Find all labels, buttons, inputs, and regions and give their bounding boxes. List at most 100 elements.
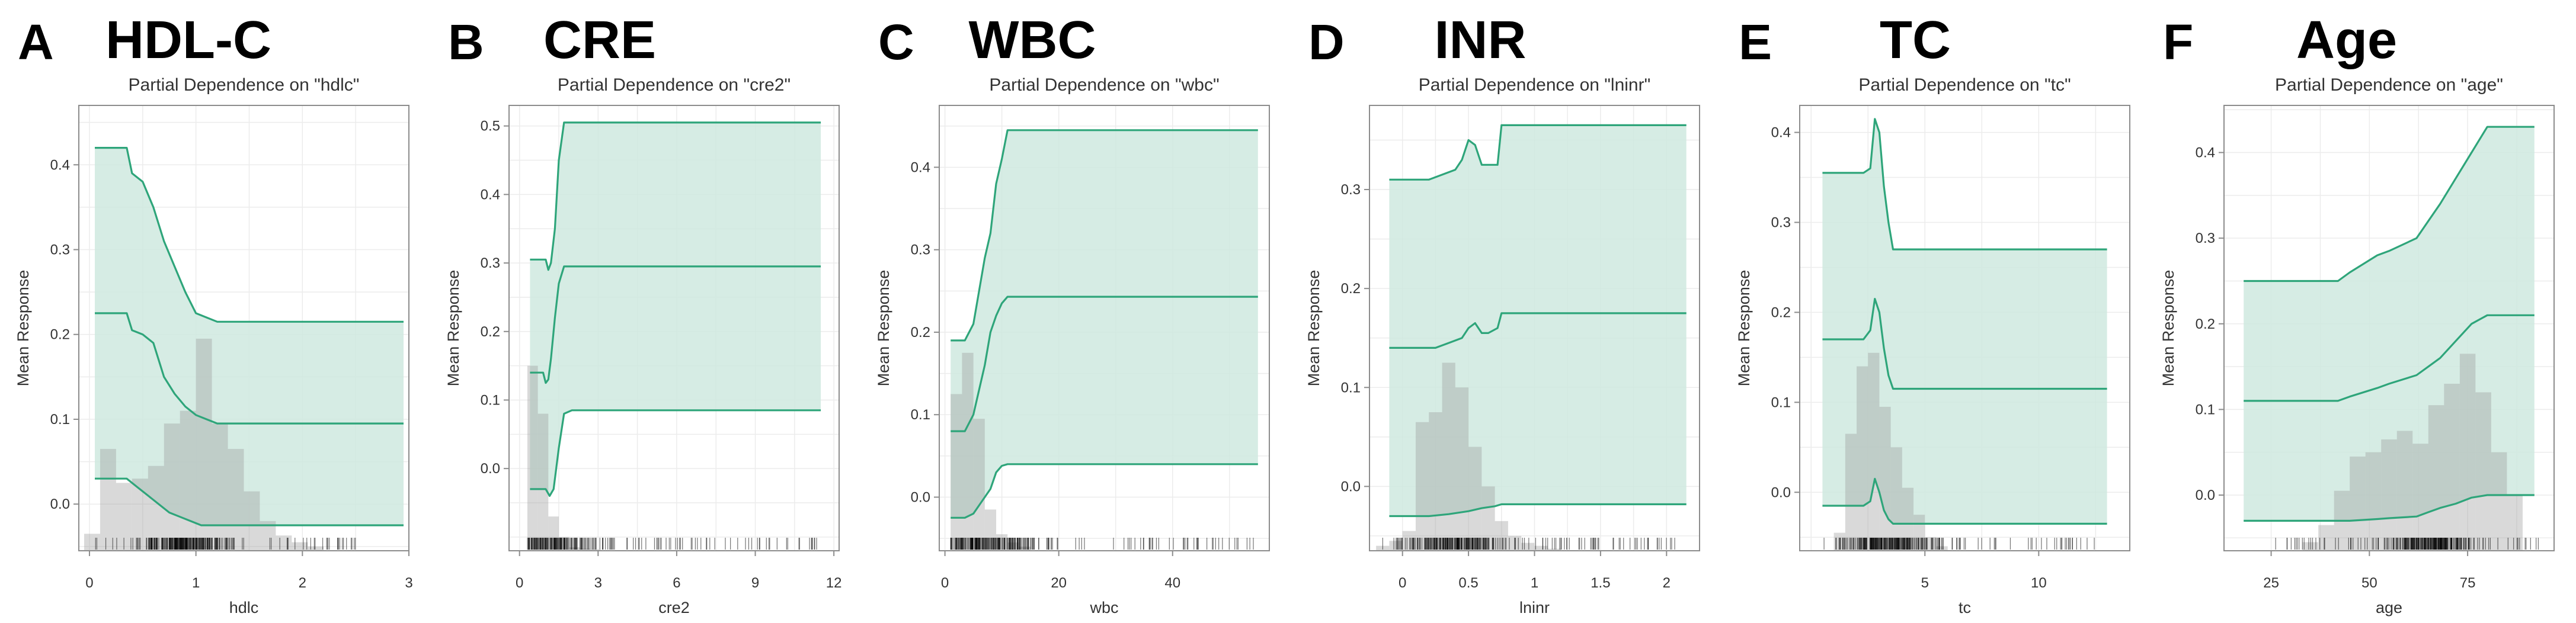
x-tick-label: 3	[594, 575, 602, 591]
histogram-bar	[580, 548, 591, 551]
series-line-lower	[2244, 494, 2535, 522]
plot-title: Partial Dependence on "wbc"	[989, 75, 1219, 95]
histogram-bar	[2365, 452, 2382, 551]
series-line-lower	[530, 409, 821, 497]
x-axis-label: lninr	[1519, 599, 1550, 616]
histogram-bar	[2475, 392, 2491, 551]
rug	[1823, 538, 2095, 550]
rug	[2275, 538, 2539, 550]
histogram-bar	[2491, 452, 2507, 551]
panel-variable-name: Age	[2296, 11, 2397, 70]
rug	[95, 538, 356, 550]
y-axis-label: Mean Response	[2159, 270, 2177, 387]
panel-f: F Age Partial Dependence on "age" 0.0 0.1 0.2…	[2159, 11, 2555, 616]
series-line-mean	[2244, 314, 2535, 402]
y-tick-label: 0.2	[1341, 281, 1361, 297]
series-line-lower	[951, 463, 1258, 519]
histogram-bar	[962, 352, 974, 551]
histogram-bar	[1857, 366, 1868, 551]
x-tick-label: 10	[2031, 575, 2047, 591]
x-tick-label: 0	[941, 575, 949, 591]
rug	[527, 538, 817, 550]
x-axis-label: tc	[1959, 599, 1971, 616]
series-line-mean	[1389, 312, 1687, 349]
panel-letter: E	[1739, 14, 1772, 70]
histogram-bar	[148, 465, 164, 551]
confidence-band	[2244, 127, 2535, 521]
y-tick-label: 0.3	[1771, 214, 1791, 230]
x-axis-label: cre2	[658, 599, 690, 616]
confidence-band	[951, 130, 1258, 518]
x-tick-label: 5	[1921, 575, 1929, 591]
histogram	[1376, 362, 1561, 551]
histogram	[2302, 354, 2523, 551]
x-tick-label: 1	[1531, 575, 1538, 591]
histogram-bar	[1902, 487, 1914, 551]
confidence-band	[530, 122, 821, 496]
plot-frame	[2223, 105, 2555, 551]
y-tick-label: 0.4	[1771, 125, 1791, 141]
histogram-bar	[2459, 354, 2476, 551]
series-line-lower	[1389, 503, 1687, 518]
confidence-band	[1389, 125, 1687, 516]
y-tick-label: 0.0	[2196, 487, 2215, 503]
y-tick-label: 0.5	[481, 118, 500, 134]
x-tick-label: 0.5	[1458, 575, 1478, 591]
histogram-bar	[2350, 456, 2366, 551]
x-tick-label: 20	[1051, 575, 1067, 591]
y-tick-label: 0.1	[1771, 394, 1791, 410]
y-tick-label: 0.3	[911, 242, 930, 258]
histogram-bar	[1415, 422, 1429, 551]
rug	[950, 538, 1254, 550]
histogram	[84, 338, 324, 551]
plot-frame	[508, 105, 840, 551]
y-tick-label: 0.1	[1341, 380, 1361, 396]
y-tick-label: 0.0	[1341, 479, 1361, 494]
x-axis-label: age	[2376, 599, 2402, 616]
histogram-bar	[164, 423, 180, 551]
y-tick-label: 0.2	[1771, 304, 1791, 320]
y-tick-label: 0.2	[481, 324, 500, 340]
panel-variable-name: HDL-C	[105, 11, 271, 70]
y-axis-label: Mean Response	[1305, 270, 1323, 387]
panel-letter: A	[18, 14, 54, 70]
confidence-band	[95, 147, 404, 526]
series-line-upper	[1389, 124, 1687, 181]
histogram-bar	[1468, 447, 1482, 551]
histogram-bar	[292, 542, 308, 551]
y-tick-label: 0.1	[481, 392, 500, 408]
confidence-band	[1822, 118, 2107, 524]
y-tick-label: 0.3	[1341, 182, 1361, 198]
histogram-bar	[951, 394, 962, 551]
y-tick-label: 0.4	[50, 157, 70, 173]
histogram-bar	[1879, 406, 1891, 551]
histogram-bar	[228, 449, 244, 551]
x-tick-label: 1.5	[1591, 575, 1610, 591]
plot-title: Partial Dependence on "hdlc"	[129, 75, 360, 95]
y-tick-label: 0.1	[2196, 402, 2215, 418]
x-tick-label: 25	[2263, 575, 2279, 591]
y-tick-label: 0.3	[50, 242, 70, 258]
x-tick-label: 0	[85, 575, 93, 591]
panel-variable-name: CRE	[543, 11, 656, 70]
histogram-bar	[1521, 542, 1535, 551]
histogram-bar	[1868, 352, 1880, 551]
histogram-bar	[2444, 384, 2460, 551]
histogram-bar	[1534, 545, 1548, 551]
histogram-bar	[1547, 548, 1561, 551]
histogram-bar	[2396, 431, 2413, 551]
histogram-bar	[196, 338, 212, 551]
x-tick-label: 0	[1399, 575, 1406, 591]
x-tick-label: 1	[192, 575, 200, 591]
y-axis-label: Mean Response	[444, 270, 462, 387]
x-tick-label: 0	[516, 575, 523, 591]
x-axis-label: hdlc	[229, 599, 259, 616]
histogram-bar	[2412, 444, 2428, 551]
y-axis-label: Mean Response	[1735, 270, 1753, 387]
plot-content	[2244, 126, 2539, 551]
y-tick-label: 0.1	[911, 407, 930, 423]
series-line-upper	[951, 129, 1258, 342]
x-tick-label: 3	[405, 575, 412, 591]
histogram-bar	[244, 491, 260, 551]
